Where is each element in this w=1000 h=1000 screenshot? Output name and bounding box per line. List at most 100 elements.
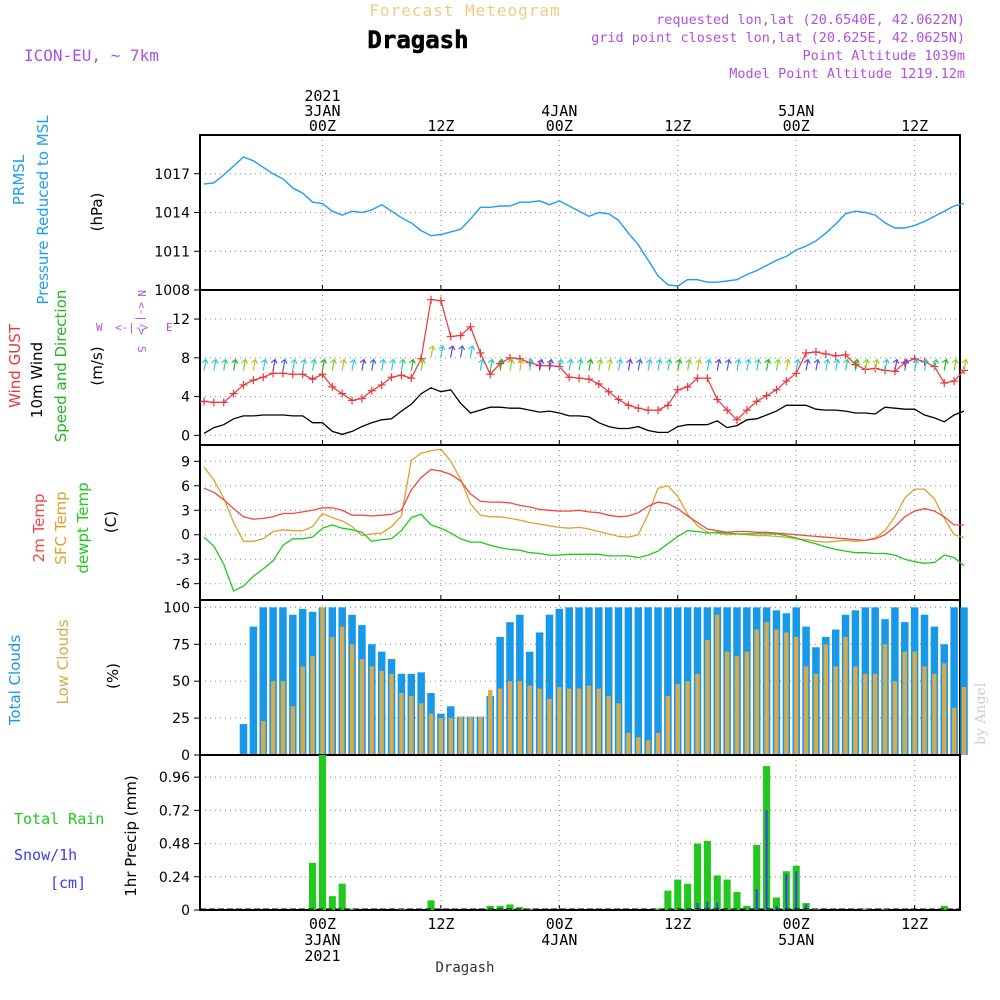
gust-marker	[900, 358, 909, 367]
snow-bar	[795, 871, 798, 910]
low-cloud-bar	[636, 737, 641, 755]
low-cloud-bar	[537, 688, 542, 755]
low-cloud-bar	[478, 716, 483, 755]
precip-frame	[199, 754, 961, 911]
low-cloud-bar	[715, 614, 720, 755]
gust-marker	[594, 379, 603, 388]
top-time-label: 00Z	[309, 117, 336, 135]
gust-marker	[940, 379, 949, 387]
y-tick-label: 6	[181, 479, 190, 495]
low-cloud-bar	[369, 666, 374, 755]
wind-direction-arrow	[862, 358, 870, 371]
low-cloud-bar	[576, 688, 582, 755]
total-cloud-bar	[545, 614, 554, 755]
bottom-time-label: 3JAN	[304, 931, 340, 949]
gust-marker	[732, 415, 741, 424]
snow-bar	[716, 903, 719, 910]
requested-coords: requested lon,lat (20.6540E, 42.0622N)	[656, 12, 965, 28]
total-cloud-bar	[249, 626, 258, 755]
temperature-panel: -6 -3 0 3 6 9 2m Temp SFC Temp dewpt Temp (C)	[30, 444, 965, 601]
rain-bar	[723, 879, 731, 910]
gust-marker	[663, 401, 672, 410]
wind-direction-arrow	[408, 358, 416, 371]
bottom-time-label: 00Z	[783, 915, 810, 933]
gust-line	[203, 299, 965, 421]
wind-direction-arrow	[241, 358, 249, 371]
gust-marker	[950, 377, 959, 386]
gust-marker	[377, 380, 386, 389]
low-cloud-bar	[586, 685, 592, 755]
total-cloud-bar	[565, 607, 573, 755]
gust-marker	[318, 370, 327, 379]
compass-we-line: <-|->	[115, 321, 148, 334]
rain-bar	[427, 900, 435, 910]
wind-direction-arrow	[250, 358, 258, 371]
y-tick-label: 1017	[154, 167, 190, 183]
wind-direction-arrow	[685, 358, 693, 371]
top-time-label: 12Z	[427, 117, 454, 135]
low-cloud-bar	[290, 706, 296, 755]
low-cloud-bar	[468, 716, 473, 755]
gust-marker	[456, 331, 465, 340]
compass-rose: W <-|-> E N <-|-> S	[96, 290, 173, 353]
rain-bar	[654, 908, 662, 910]
snow-label: Snow/1h	[14, 846, 77, 864]
gust-marker	[683, 382, 692, 391]
gust-marker	[673, 385, 682, 394]
low-cloud-bar	[488, 690, 493, 755]
low-cloud-bar	[685, 681, 690, 755]
pressure-panel: 1008 1011 1014 1017 PRMSL Pressure Reduced to…	[10, 115, 965, 305]
model-label: ICON-EU, ~ 7km	[24, 46, 159, 65]
low-cloud-bar	[951, 707, 957, 755]
y-tick-label: 1011	[154, 244, 190, 260]
direction-label: Speed and Direction	[52, 290, 70, 443]
low-cloud-bar	[300, 666, 305, 755]
total-cloud-bar	[585, 607, 593, 755]
wind-direction-arrow	[833, 358, 841, 371]
gust-marker	[209, 398, 218, 407]
compass-w: W	[96, 321, 103, 334]
snow-bar	[696, 903, 699, 910]
total-cloud-bar	[595, 607, 603, 755]
wind-direction-arrow	[497, 358, 505, 371]
wind-direction-arrow	[389, 358, 397, 371]
wind-direction-arrow	[576, 358, 584, 371]
y-tick-label: 0	[181, 903, 190, 919]
wind-direction-arrow	[724, 358, 732, 371]
bottom-time-label: 4JAN	[541, 931, 577, 949]
wind-panel: 0 4 8 12 Wind GUST 10m Wind Speed and Directio…	[6, 289, 969, 446]
low-cloud-bar	[724, 651, 730, 755]
compass-ns-line: <-|->	[135, 302, 148, 335]
low-cloud-bar	[961, 687, 967, 755]
model-altitude: Model Point Altitude 1219.12m	[729, 66, 965, 82]
wind-direction-arrow	[695, 358, 703, 371]
rain-bar	[486, 905, 494, 910]
total-cloud-bar	[555, 608, 564, 755]
wind-direction-arrow	[635, 358, 643, 371]
low-cloud-bar	[922, 666, 927, 755]
low-cloud-bar	[932, 673, 937, 755]
gust-marker	[229, 389, 238, 398]
y-tick-label: -3	[176, 552, 190, 568]
low-cloud-bar	[675, 684, 680, 755]
gust-marker	[278, 369, 287, 378]
low-cloud-bar	[428, 713, 434, 755]
wind-direction-arrow	[300, 358, 308, 371]
rain-bar	[772, 897, 781, 910]
wind-direction-arrow	[645, 358, 653, 371]
low-cloud-bar	[409, 695, 414, 755]
low-cloud-bar	[803, 666, 809, 755]
gust-marker	[486, 370, 495, 379]
top-time-label: 2021	[304, 87, 340, 105]
total-cloud-bar	[614, 607, 623, 755]
gust-marker	[703, 374, 712, 383]
bottom-time-label: 00Z	[546, 915, 573, 933]
total-cloud-bar	[634, 607, 643, 755]
pressure-line	[203, 156, 965, 287]
wind-direction-arrow	[912, 358, 920, 371]
y-tick-label: 0.96	[159, 770, 190, 786]
sfc-temp-line	[203, 448, 965, 543]
wind-direction-arrow	[507, 358, 515, 371]
